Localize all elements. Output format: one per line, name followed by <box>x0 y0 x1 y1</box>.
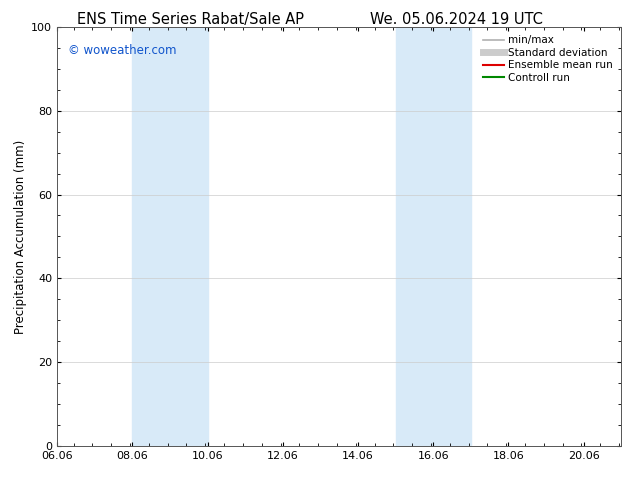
Text: We. 05.06.2024 19 UTC: We. 05.06.2024 19 UTC <box>370 12 543 27</box>
Y-axis label: Precipitation Accumulation (mm): Precipitation Accumulation (mm) <box>14 139 27 334</box>
Legend: min/max, Standard deviation, Ensemble mean run, Controll run: min/max, Standard deviation, Ensemble me… <box>480 32 616 86</box>
Bar <box>133 27 207 446</box>
Text: ENS Time Series Rabat/Sale AP: ENS Time Series Rabat/Sale AP <box>77 12 304 27</box>
Text: © woweather.com: © woweather.com <box>68 44 177 57</box>
Bar <box>396 27 471 446</box>
